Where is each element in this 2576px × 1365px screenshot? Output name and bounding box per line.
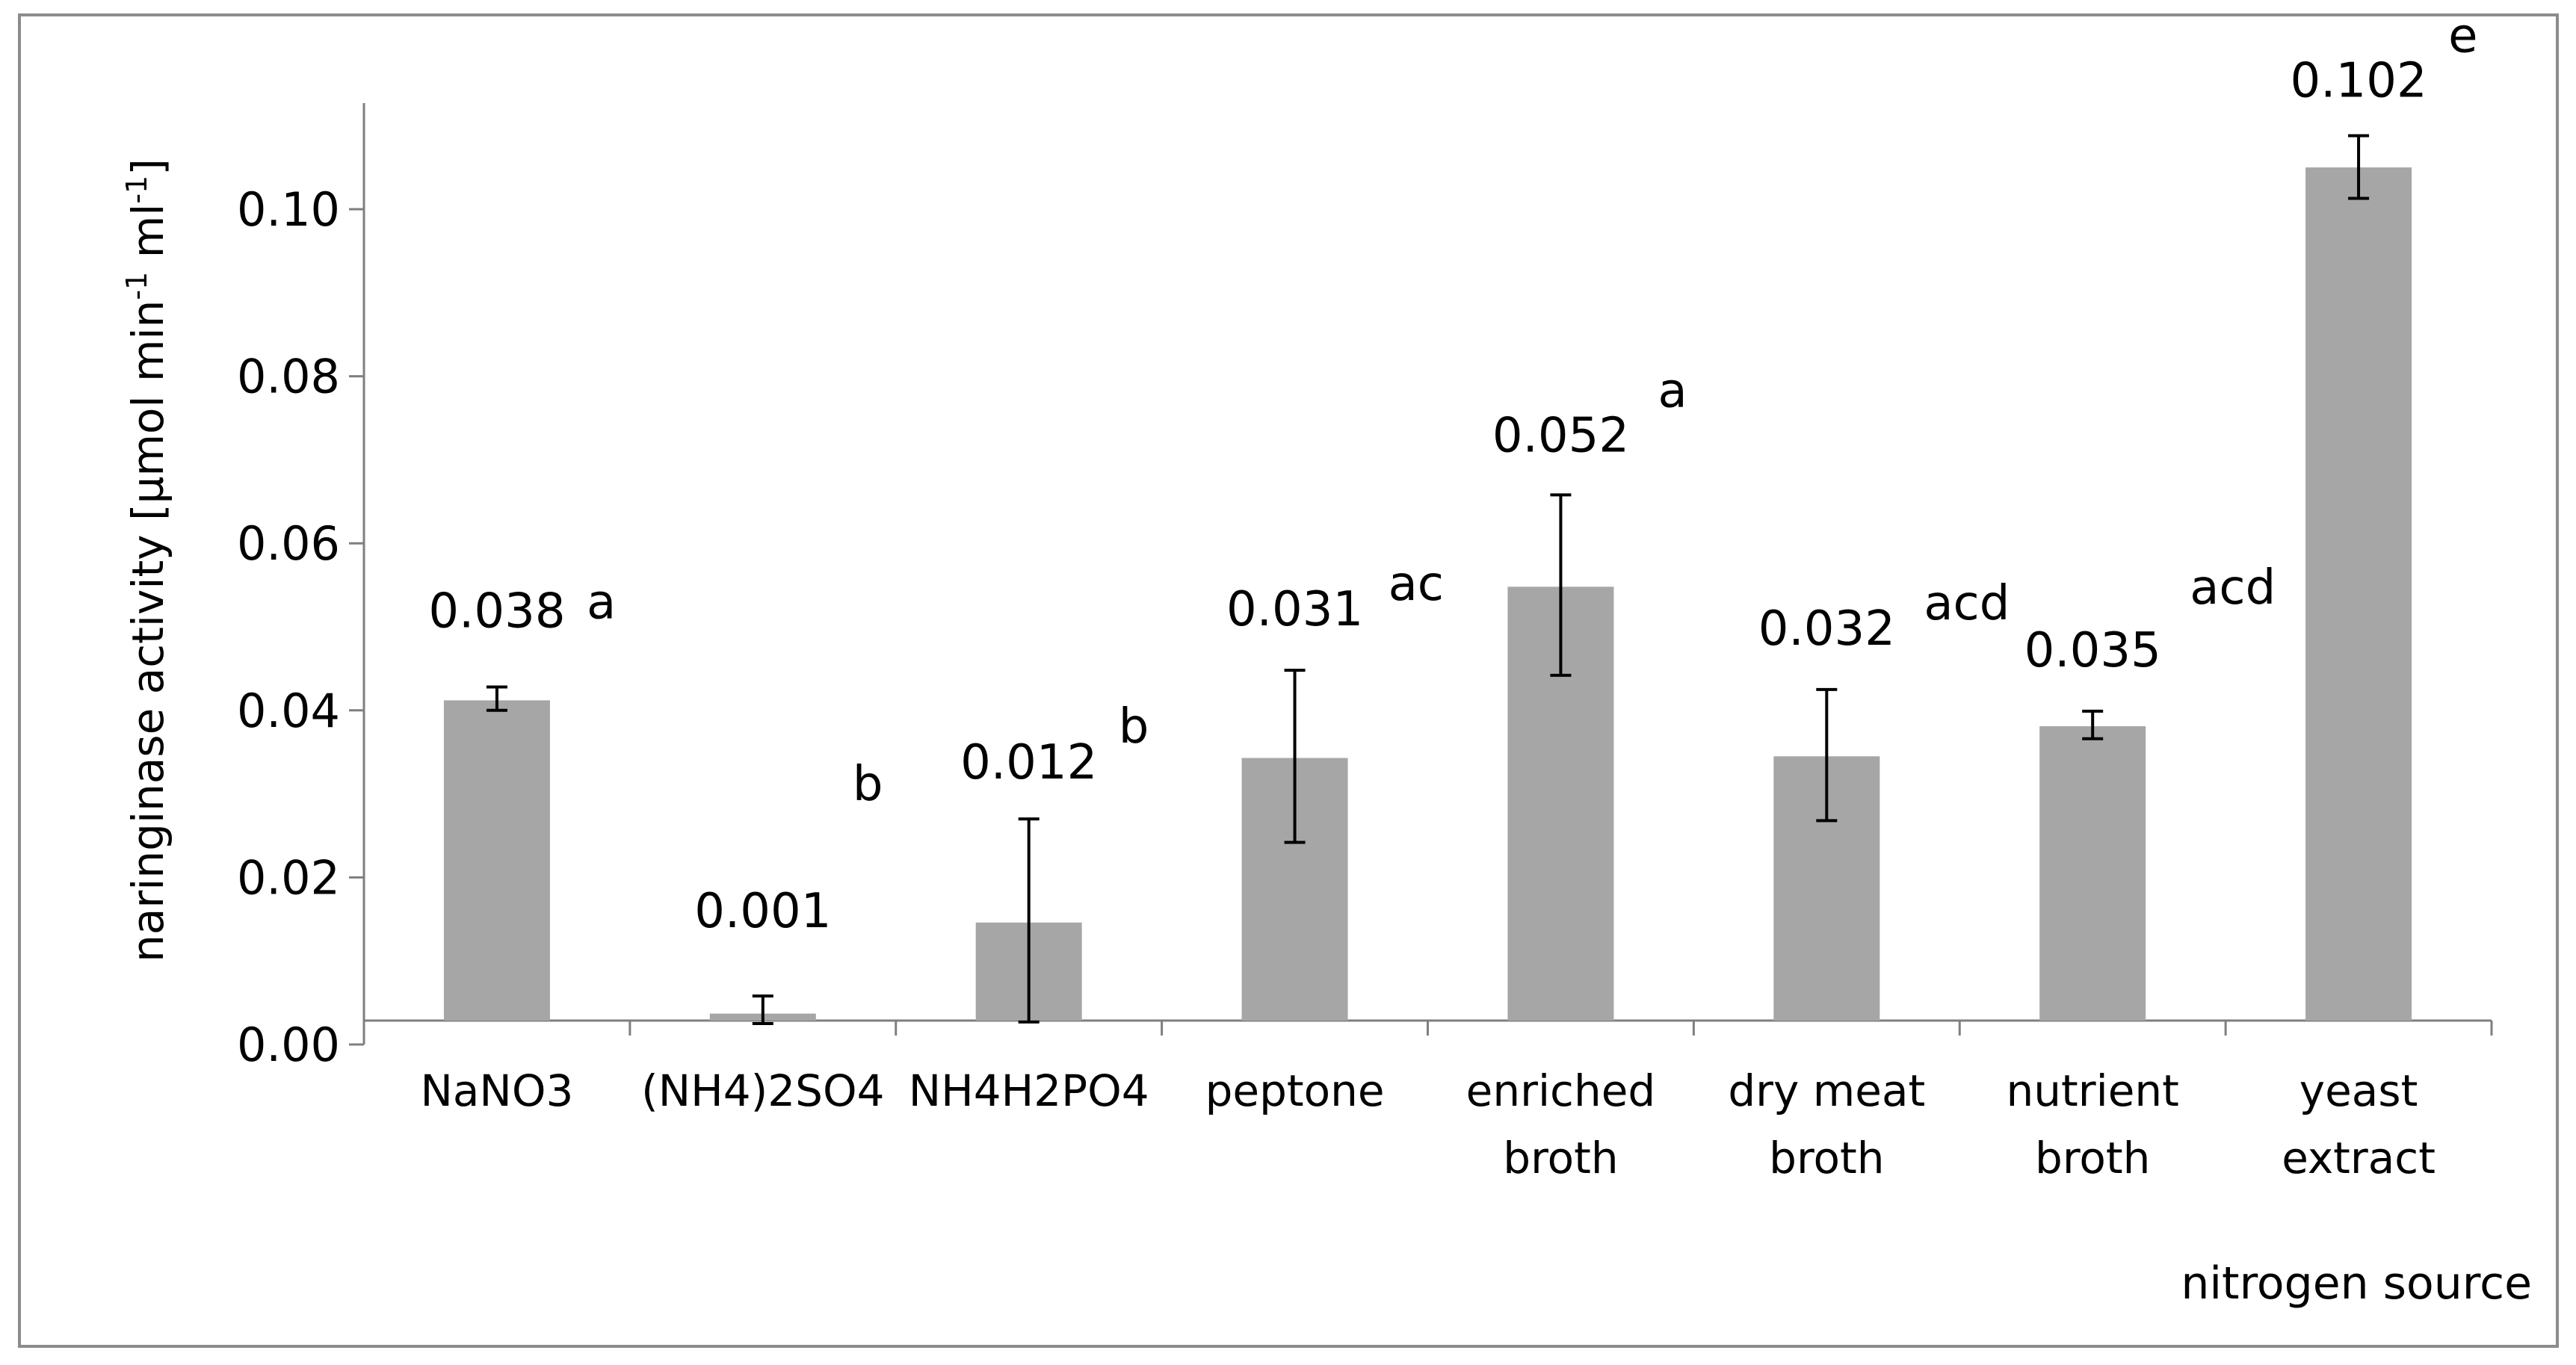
significance-letter: a [1658,363,1687,418]
significance-letters: a b b ac a acd acd e [587,9,2478,813]
significance-letter: a [587,575,616,630]
y-ticks: 0.00 0.02 0.04 0.06 0.08 0.10 [237,182,364,1072]
bar [2305,167,2412,1021]
data-label: 0.012 [960,735,1097,790]
significance-letter: b [853,757,883,812]
y-tick-label: 0.08 [237,350,340,404]
y-tick-label: 0.00 [237,1018,340,1072]
y-tick-label: 0.10 [237,182,340,237]
significance-letter: acd [1924,576,2010,631]
category-label: dry meat [1728,1065,1925,1116]
category-label: NH4H2PO4 [909,1065,1149,1116]
significance-letter: ac [1389,557,1444,612]
category-label: broth [2035,1133,2150,1183]
data-label: 0.032 [1758,601,1895,657]
data-label: 0.001 [694,884,831,939]
data-label: 0.035 [2024,623,2161,678]
chart-frame [18,13,2559,1348]
category-labels: NaNO3 (NH4)2SO4 NH4H2PO4 peptone enriched bro… [421,1065,2436,1183]
data-label: 0.102 [2290,54,2427,109]
y-tick-label: 0.06 [237,516,340,571]
data-label: 0.038 [428,584,565,639]
data-labels: 0.038 0.001 0.012 0.031 0.052 0.032 0.035 0.102 [428,54,2427,940]
data-label: 0.031 [1226,582,1363,637]
category-label: yeast [2299,1065,2418,1116]
significance-letter: e [2448,9,2477,64]
category-label: enriched [1466,1065,1656,1116]
bars [443,167,2412,1021]
category-label: extract [2282,1133,2436,1183]
error-bars [486,134,2370,1026]
category-label: nutrient [2006,1065,2178,1116]
category-label: NaNO3 [421,1065,574,1116]
significance-letter: b [1119,699,1149,755]
y-tick-label: 0.02 [237,850,340,905]
significance-letter: acd [2190,560,2276,616]
category-label: broth [1503,1133,1618,1183]
y-tick-label: 0.04 [237,684,340,738]
data-label: 0.052 [1492,408,1629,463]
category-label: (NH4)2SO4 [641,1065,884,1116]
bar [443,700,550,1021]
category-label: broth [1769,1133,1884,1183]
bar [2039,726,2146,1021]
y-axis-title: naringinase activity [µmol min-1 ml-1] [120,158,173,962]
x-ticks [362,1021,2493,1036]
x-axis-title: nitrogen source [2181,1257,2532,1310]
category-label: peptone [1205,1065,1385,1116]
